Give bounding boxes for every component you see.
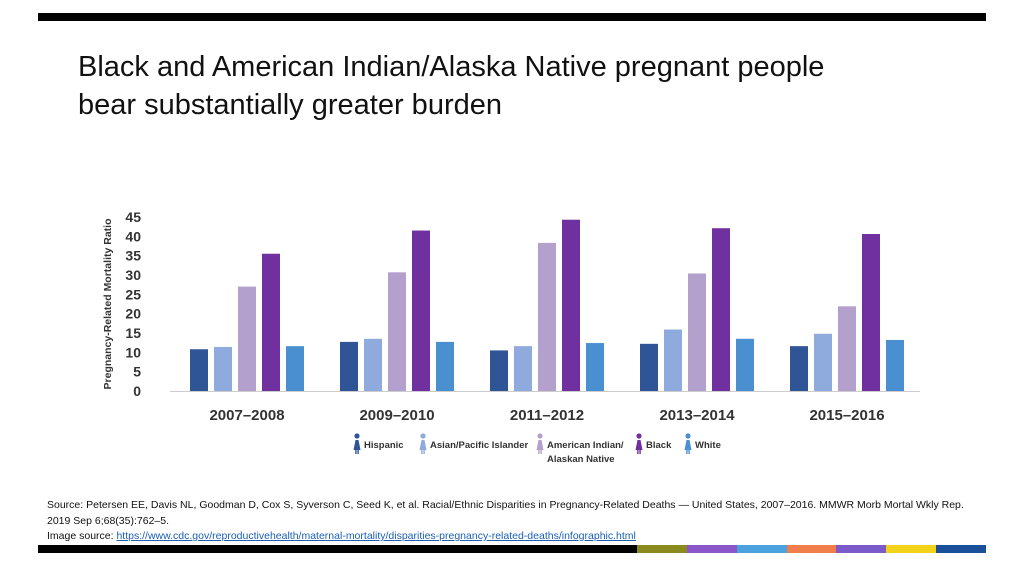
y-tick-label: 45 [125,209,141,225]
bar [490,350,508,391]
bar [688,273,706,391]
x-tick-label: 2011–2012 [510,407,584,424]
bar [562,219,580,391]
bar-chart: Pregnancy-Related Mortality Ratio 0 5 10 15 2… [98,196,938,476]
y-tick-label: 20 [125,306,141,322]
person-icon [421,449,423,454]
x-tick-label: 2009–2010 [359,407,434,424]
person-icon [536,440,544,450]
person-icon [636,433,642,439]
bar [586,343,604,391]
legend-label: Asian/Pacific Islander [430,440,529,451]
x-tick-label: 2007–2008 [209,407,284,424]
person-icon [537,433,543,439]
bar [388,272,406,391]
person-icon [355,449,357,454]
y-tick-label: 25 [125,286,141,302]
bar [412,230,430,391]
bar [214,346,232,391]
person-icon [423,449,425,454]
bar [862,234,880,391]
y-tick-label: 5 [133,364,141,380]
bar [364,338,382,391]
color-stripes [637,545,987,553]
bar [814,333,832,391]
person-icon [684,440,692,450]
person-icon [540,449,542,454]
title-line-2: bear substantially greater burden [78,89,502,121]
legend-label: Black [646,440,672,451]
bar [286,346,304,391]
image-source-label: Image source: [47,530,117,542]
bar [238,286,256,391]
bar [886,339,904,391]
legend-label: Alaskan Native [547,454,615,465]
y-tick-label: 15 [125,325,141,341]
legend-label: White [695,440,721,451]
x-tick-label: 2013–2014 [659,407,735,424]
title-line-1: Black and American Indian/Alaska Native … [78,51,825,83]
person-icon [688,449,690,454]
chart-canvas: Pregnancy-Related Mortality Ratio 0 5 10 15 2… [102,209,920,465]
person-icon [637,449,639,454]
bar [736,338,754,391]
color-stripe [936,545,987,553]
person-icon [354,433,360,439]
bar [664,329,682,391]
bar [514,346,532,391]
page-title: Black and American Indian/Alaska Native … [78,48,958,124]
source-text: Source: Petersen EE, Davis NL, Goodman D… [47,499,964,527]
color-stripe [637,545,687,553]
person-icon [538,449,540,454]
source-citation: Source: Petersen EE, Davis NL, Goodman D… [47,498,977,545]
y-tick-label: 30 [125,267,141,283]
bar [838,306,856,391]
bar [538,242,556,391]
person-icon [686,449,688,454]
color-stripe [736,545,787,553]
color-stripe [886,545,937,553]
y-tick-label: 40 [125,228,141,244]
bar [340,341,358,391]
bar [712,228,730,391]
bar [640,343,658,391]
x-tick-label: 2015–2016 [809,407,884,424]
color-stripe [686,545,737,553]
person-icon [639,449,641,454]
person-icon [419,440,427,450]
person-icon [635,440,643,450]
bar [262,253,280,391]
person-icon [685,433,691,439]
image-source-line: Image source: https://www.cdc.gov/reprod… [47,529,977,545]
person-icon [420,433,426,439]
y-axis-title: Pregnancy-Related Mortality Ratio [102,219,114,390]
bar [190,349,208,391]
legend-label: Hispanic [364,440,404,451]
color-stripe [786,545,837,553]
top-rule [38,13,986,21]
bottom-rule [38,545,986,553]
legend-label: American Indian/ [547,440,624,451]
bar [436,341,454,391]
person-icon [357,449,359,454]
person-icon [353,440,361,450]
color-stripe [836,545,887,553]
image-source-link[interactable]: https://www.cdc.gov/reproductivehealth/m… [116,530,636,542]
y-tick-label: 0 [133,383,141,399]
y-tick-label: 10 [125,344,141,360]
bar [790,346,808,391]
y-tick-label: 35 [125,248,141,264]
